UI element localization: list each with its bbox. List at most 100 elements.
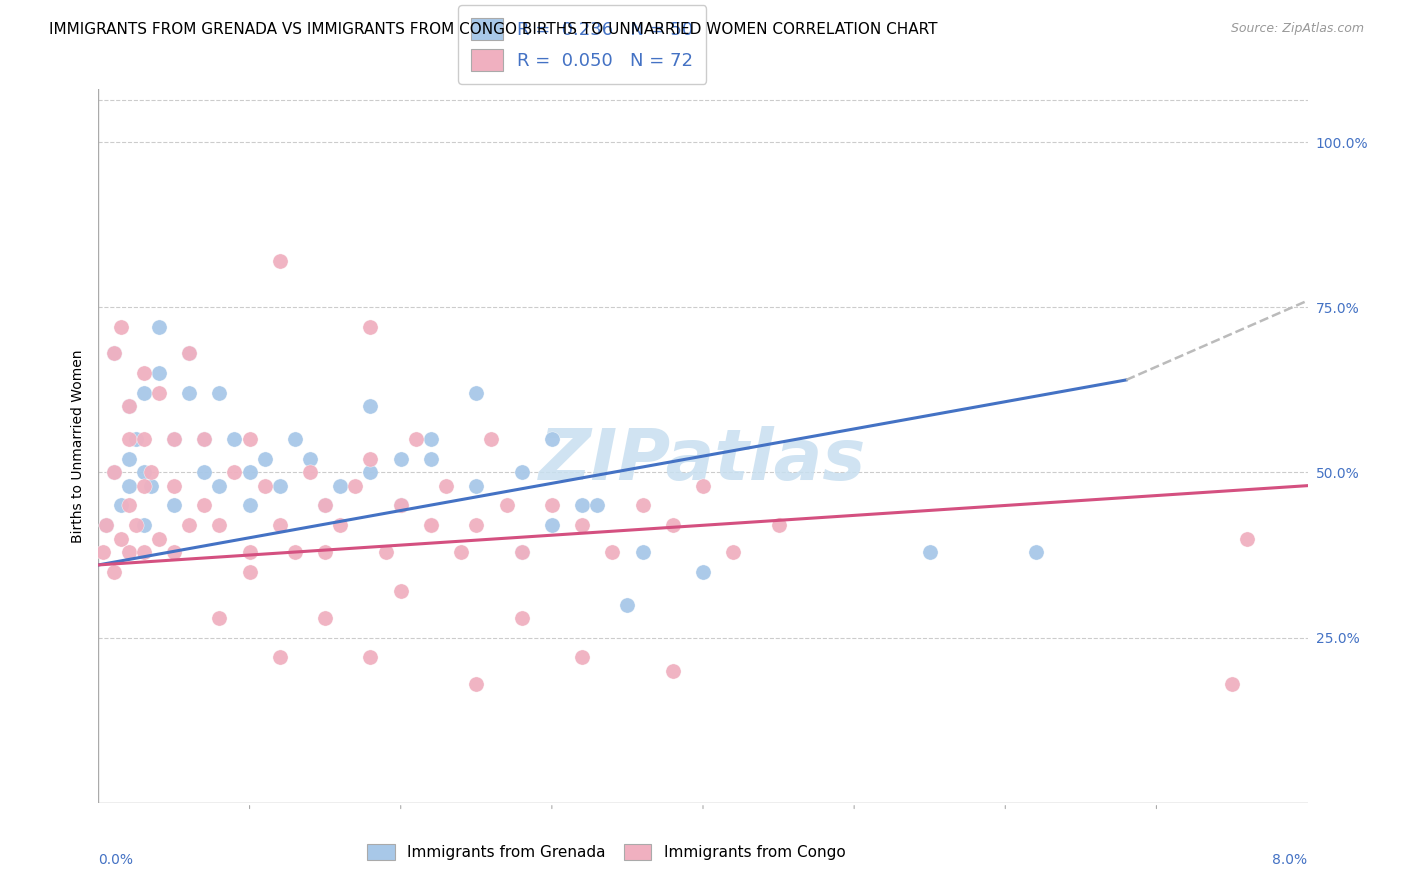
Point	[1236, 532, 1258, 546]
Point	[224, 466, 246, 480]
Point	[360, 400, 382, 414]
Point	[405, 433, 427, 447]
Point	[616, 598, 638, 612]
Point	[360, 650, 382, 665]
Point	[571, 650, 593, 665]
Point	[510, 466, 533, 480]
Point	[132, 433, 155, 447]
Point	[179, 346, 201, 360]
Point	[253, 478, 276, 492]
Point	[110, 320, 132, 334]
Point	[118, 400, 141, 414]
Point	[510, 545, 533, 559]
Point	[239, 565, 262, 579]
Point	[239, 466, 262, 480]
Point	[125, 433, 148, 447]
Point	[284, 433, 307, 447]
Point	[540, 433, 562, 447]
Point	[602, 545, 624, 559]
Point	[118, 545, 141, 559]
Point	[420, 518, 443, 533]
Point	[163, 478, 186, 492]
Point	[103, 466, 125, 480]
Point	[118, 499, 141, 513]
Point	[481, 433, 503, 447]
Point	[253, 452, 276, 467]
Point	[768, 518, 790, 533]
Point	[269, 478, 291, 492]
Point	[125, 518, 148, 533]
Point	[389, 499, 412, 513]
Point	[465, 386, 488, 401]
Point	[374, 545, 396, 559]
Text: ZIPatlas: ZIPatlas	[540, 425, 866, 495]
Point	[1025, 545, 1047, 559]
Point	[540, 518, 562, 533]
Point	[329, 518, 352, 533]
Text: IMMIGRANTS FROM GRENADA VS IMMIGRANTS FROM CONGO BIRTHS TO UNMARRIED WOMEN CORRE: IMMIGRANTS FROM GRENADA VS IMMIGRANTS FR…	[49, 22, 938, 37]
Point	[510, 545, 533, 559]
Point	[299, 466, 322, 480]
Point	[94, 518, 117, 533]
Point	[389, 452, 412, 467]
Point	[193, 433, 215, 447]
Point	[692, 478, 714, 492]
Point	[148, 367, 170, 381]
Point	[132, 518, 155, 533]
Point	[314, 611, 336, 625]
Point	[360, 466, 382, 480]
Point	[118, 478, 141, 492]
Point	[103, 346, 125, 360]
Point	[193, 433, 215, 447]
Point	[314, 499, 336, 513]
Point	[495, 499, 517, 513]
Point	[208, 611, 231, 625]
Point	[163, 433, 186, 447]
Point	[389, 584, 412, 599]
Point	[239, 433, 262, 447]
Point	[510, 611, 533, 625]
Point	[94, 518, 117, 533]
Point	[389, 499, 412, 513]
Point	[314, 499, 336, 513]
Point	[148, 532, 170, 546]
Point	[132, 367, 155, 381]
Legend: Immigrants from Grenada, Immigrants from Congo: Immigrants from Grenada, Immigrants from…	[361, 838, 852, 866]
Point	[918, 545, 941, 559]
Point	[465, 478, 488, 492]
Point	[631, 499, 654, 513]
Point	[179, 518, 201, 533]
Point	[1220, 677, 1243, 691]
Y-axis label: Births to Unmarried Women: Births to Unmarried Women	[70, 350, 84, 542]
Text: 8.0%: 8.0%	[1272, 853, 1308, 867]
Point	[103, 565, 125, 579]
Point	[723, 545, 745, 559]
Point	[118, 433, 141, 447]
Point	[110, 499, 132, 513]
Point	[110, 532, 132, 546]
Point	[314, 545, 336, 559]
Text: 0.0%: 0.0%	[98, 853, 134, 867]
Point	[269, 650, 291, 665]
Point	[571, 518, 593, 533]
Point	[465, 677, 488, 691]
Point	[661, 664, 683, 678]
Point	[269, 254, 291, 268]
Point	[239, 545, 262, 559]
Point	[118, 452, 141, 467]
Point	[179, 346, 201, 360]
Point	[420, 452, 443, 467]
Point	[132, 478, 155, 492]
Point	[692, 565, 714, 579]
Point	[465, 518, 488, 533]
Point	[193, 499, 215, 513]
Point	[450, 545, 472, 559]
Point	[344, 478, 367, 492]
Point	[420, 433, 443, 447]
Point	[141, 466, 163, 480]
Point	[148, 386, 170, 401]
Point	[631, 545, 654, 559]
Point	[540, 499, 562, 513]
Point	[269, 518, 291, 533]
Point	[193, 466, 215, 480]
